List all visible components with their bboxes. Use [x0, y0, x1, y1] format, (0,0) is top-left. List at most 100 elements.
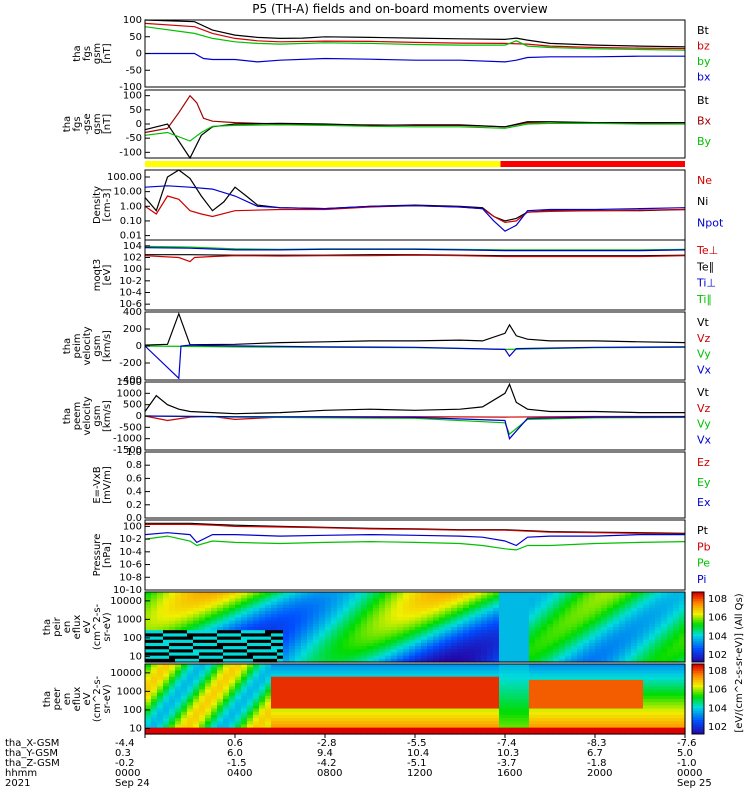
heatmap-cell — [379, 679, 386, 684]
heatmap-cell — [391, 614, 398, 619]
heatmap-cell — [211, 636, 218, 641]
heatmap-cell — [181, 727, 188, 732]
heatmap-cell — [283, 620, 290, 625]
y-axis-label: E=-VxB — [92, 466, 103, 503]
heatmap-cell — [193, 670, 200, 675]
heatmap-cell — [379, 683, 386, 687]
heatmap-cell — [583, 676, 590, 681]
heatmap-cell — [421, 607, 428, 612]
heatmap-cell — [457, 607, 464, 612]
heatmap-cell — [361, 614, 368, 619]
heatmap-cell — [313, 646, 320, 650]
heatmap-cell — [187, 623, 194, 628]
legend-label: Vx — [697, 363, 712, 376]
heatmap-cell — [169, 718, 176, 722]
heatmap-cell — [313, 699, 320, 703]
y-tick-label: 1000 — [117, 614, 142, 625]
legend-label: bz — [697, 40, 710, 53]
heatmap-cell — [535, 699, 542, 703]
heatmap-cell — [175, 670, 182, 675]
heatmap-cell — [673, 658, 680, 663]
heatmap-cell — [271, 664, 278, 668]
heatmap-cell — [511, 724, 518, 729]
heatmap-cell — [349, 633, 356, 638]
heatmap-cell — [571, 592, 578, 596]
heatmap-cell — [643, 679, 650, 684]
heatmap-cell — [271, 683, 278, 687]
heatmap-cell — [511, 636, 518, 641]
heatmap-cell — [247, 673, 254, 678]
heatmap-cell — [511, 702, 518, 706]
colorbar-cell — [692, 703, 704, 707]
heatmap-cell — [217, 673, 224, 678]
heatmap-cell — [571, 695, 578, 700]
heatmap-cell — [517, 708, 524, 713]
heatmap-cell — [259, 642, 266, 647]
heatmap-cell — [595, 695, 602, 700]
heatmap-cell — [631, 658, 638, 663]
heatmap-cell — [223, 686, 230, 691]
heatmap-cell — [217, 705, 224, 710]
heatmap-cell — [679, 630, 686, 634]
heatmap-cell — [451, 601, 458, 606]
heatmap-cell — [487, 639, 494, 644]
heatmap-cell — [475, 601, 482, 606]
heatmap-cell — [679, 614, 686, 619]
heatmap-cell — [175, 714, 182, 719]
heatmap-cell — [481, 595, 488, 599]
heatmap-cell — [547, 727, 554, 732]
heatmap-cell — [535, 611, 542, 615]
heatmap-cell — [199, 636, 206, 641]
heatmap-cell — [637, 705, 644, 710]
heatmap-cell — [463, 711, 470, 716]
heatmap-cell — [361, 595, 368, 599]
heatmap-cell — [283, 699, 290, 703]
heatmap-cell — [487, 636, 494, 641]
heatmap-cell — [319, 705, 326, 710]
heatmap-cell — [331, 667, 338, 671]
heatmap-cell — [673, 692, 680, 697]
heatmap-cell — [499, 670, 506, 675]
heatmap-cell — [619, 639, 626, 644]
heatmap-cell — [595, 658, 602, 663]
heatmap-cell — [355, 617, 362, 622]
heatmap-cell — [607, 646, 614, 650]
heatmap-cell — [661, 611, 668, 615]
heatmap-cell — [199, 711, 206, 716]
heatmap-cell — [373, 708, 380, 713]
heatmap-cell — [301, 695, 308, 700]
heatmap-cell — [535, 633, 542, 638]
heatmap-cell — [235, 711, 242, 716]
heatmap-cell — [199, 676, 206, 681]
heatmap-cell — [373, 658, 380, 663]
heatmap-cell — [589, 601, 596, 606]
series-line-ion-velocity-2 — [144, 344, 686, 380]
heatmap-cell — [313, 595, 320, 599]
heatmap-cell — [271, 714, 278, 719]
heatmap-cell — [343, 702, 350, 706]
x-tick-label: 10.4 — [407, 748, 429, 759]
heatmap-cell — [361, 646, 368, 650]
heatmap-cell — [331, 652, 338, 657]
heatmap-cell — [439, 639, 446, 644]
heatmap-cell — [391, 708, 398, 713]
heatmap-cell — [253, 617, 260, 622]
heatmap-cell — [529, 646, 536, 650]
heatmap-cell — [145, 673, 152, 678]
heatmap-cell — [343, 639, 350, 644]
heatmap-cell — [463, 614, 470, 619]
heatmap-cell — [385, 623, 392, 628]
heatmap-cell — [187, 658, 194, 663]
heatmap-cell — [391, 670, 398, 675]
heatmap-cell — [529, 676, 536, 681]
heatmap-cell — [259, 623, 266, 628]
x-axis-labels: tha_X-GSMtha_Y-GSMtha_Z-GSMhhmm2021-4.40… — [5, 734, 712, 789]
heatmap-cell — [373, 623, 380, 628]
heatmap-cell — [541, 686, 548, 691]
heatmap-cell — [397, 724, 404, 729]
heatmap-cell — [607, 639, 614, 644]
heatmap-cell — [373, 727, 380, 732]
y-axis-label: sr-eV) — [102, 684, 113, 713]
